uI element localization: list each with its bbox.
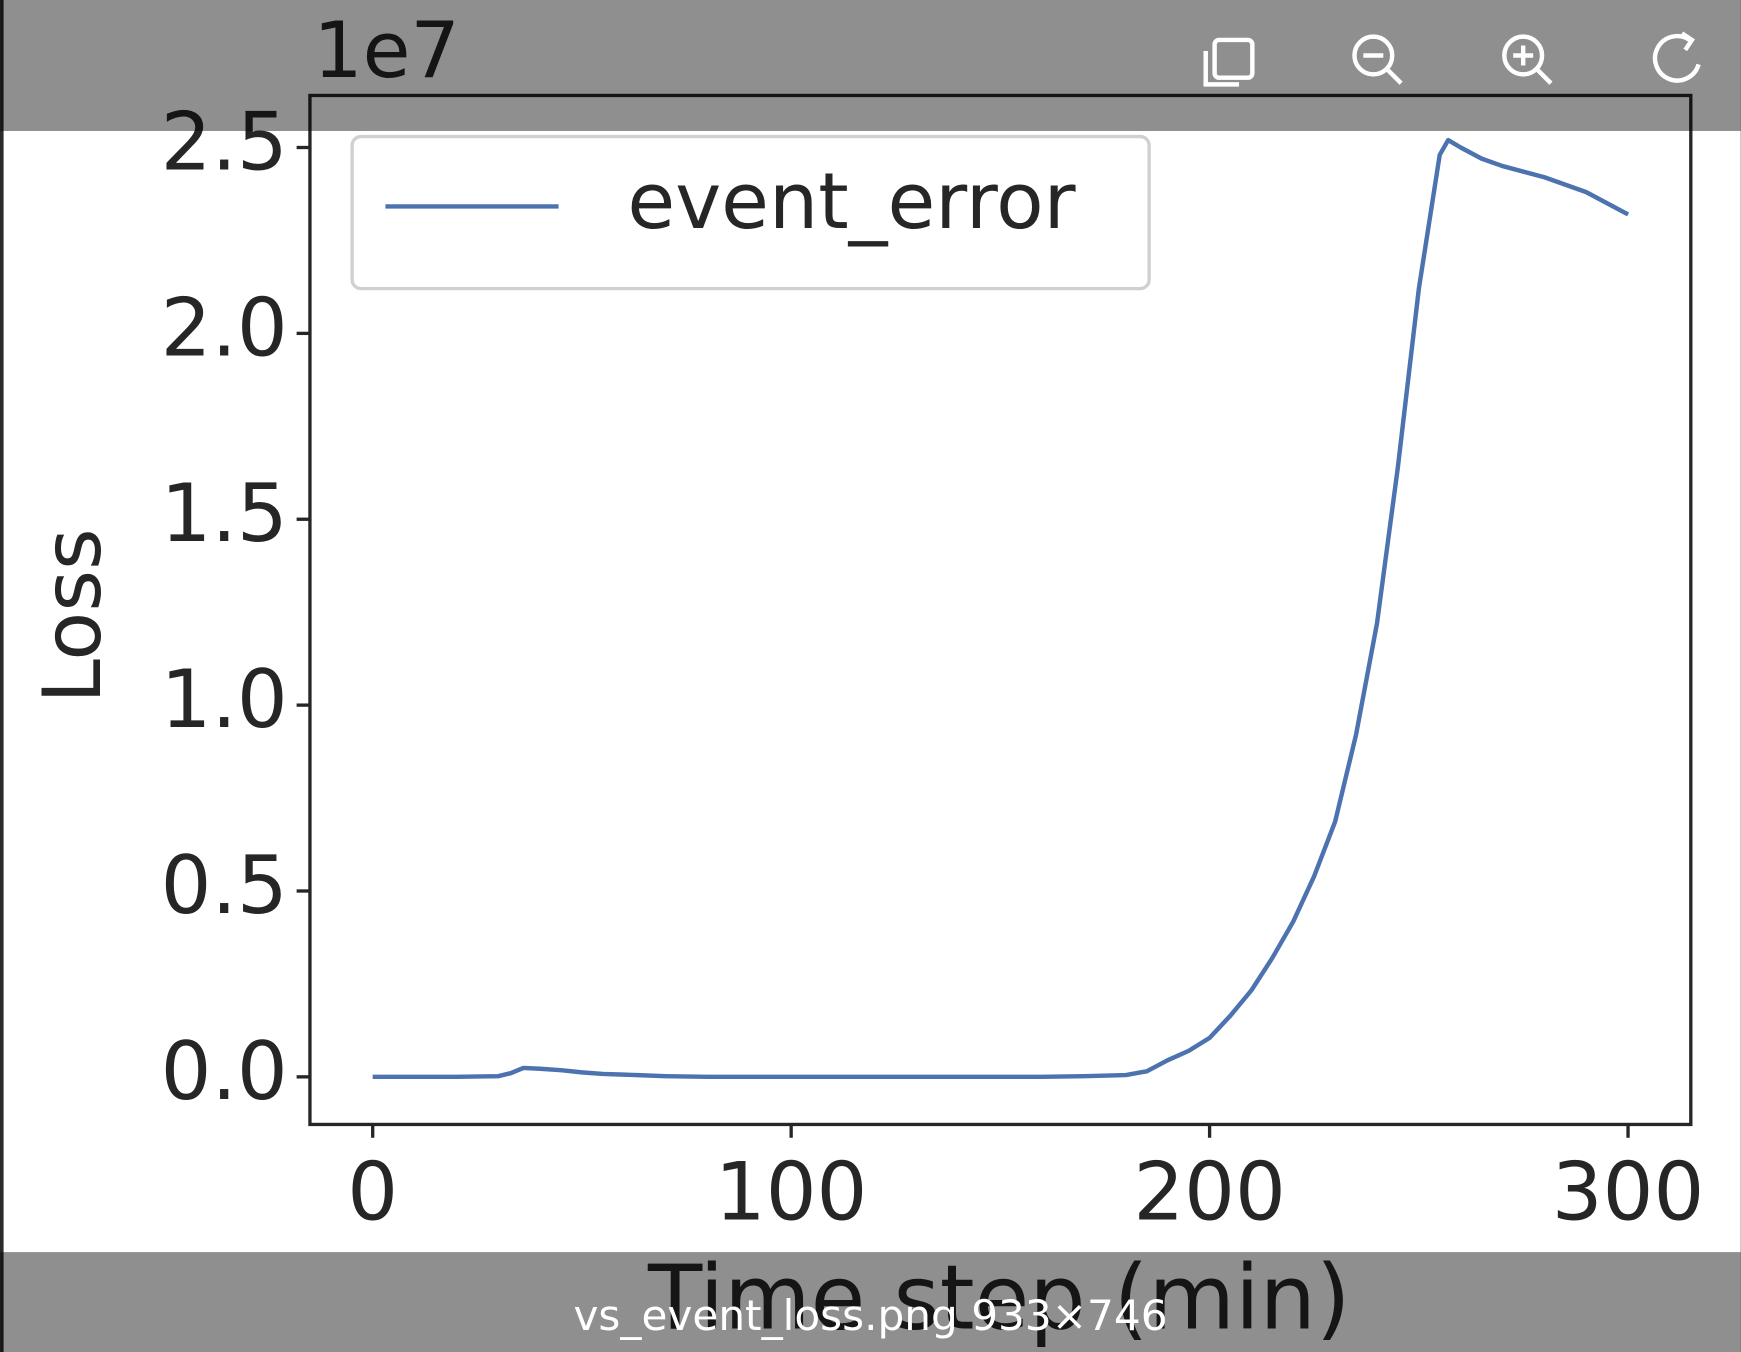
y-tick-label: 1.5 — [161, 467, 288, 560]
y-tick-label: 1.0 — [161, 653, 288, 746]
x-tick-label: 0 — [347, 1146, 398, 1239]
y-tick-label: 2.5 — [161, 95, 288, 188]
zoom-out-button[interactable] — [1352, 34, 1403, 85]
data-line — [372, 137, 1630, 1080]
x-axis-title: Time step (min) — [647, 1247, 1351, 1350]
top-toolbar — [0, 0, 1741, 131]
legend-box — [350, 134, 1151, 291]
bottom-caption-bar — [0, 1252, 1741, 1352]
y-tick-label: 0.0 — [161, 1025, 288, 1118]
y-axis-title: Loss — [26, 528, 119, 703]
chart: 1e7 Loss Time step (min) 0.0 0.5 1.0 1.5 2.0… — [26, 6, 1704, 1350]
x-tick-label: 100 — [715, 1146, 868, 1239]
y-tick-label: 0.5 — [161, 839, 288, 932]
zoom-in-button[interactable] — [1502, 34, 1553, 85]
copy-button[interactable] — [1203, 37, 1255, 87]
x-tick-label: 300 — [1552, 1146, 1705, 1239]
legend-label: event_error — [627, 157, 1075, 247]
y-offset-label: 1e7 — [313, 6, 460, 96]
x-tick-label: 200 — [1133, 1146, 1286, 1239]
y-tick-label: 2.0 — [161, 281, 288, 374]
plot-frame — [308, 93, 1693, 1127]
rotate-button[interactable] — [1652, 31, 1701, 83]
image-caption: vs_event_loss.png 933×746 — [573, 1291, 1167, 1340]
